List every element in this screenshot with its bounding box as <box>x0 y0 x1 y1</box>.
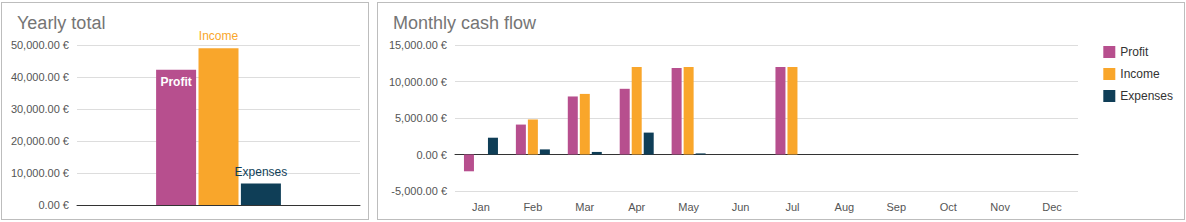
svg-text:-5,000.00 €: -5,000.00 € <box>391 185 447 197</box>
svg-text:Nov: Nov <box>990 201 1010 213</box>
svg-text:5,000.00 €: 5,000.00 € <box>395 112 447 124</box>
svg-text:Expenses: Expenses <box>235 165 288 179</box>
svg-text:Sep: Sep <box>887 201 907 213</box>
svg-text:0.00 €: 0.00 € <box>38 199 69 211</box>
svg-text:10,000.00 €: 10,000.00 € <box>389 76 447 88</box>
svg-text:Oct: Oct <box>940 201 957 213</box>
svg-text:Aug: Aug <box>835 201 855 213</box>
svg-text:Income: Income <box>1120 67 1160 81</box>
svg-text:Mar: Mar <box>575 201 594 213</box>
svg-text:20,000.00 €: 20,000.00 € <box>11 135 69 147</box>
svg-text:Jul: Jul <box>785 201 799 213</box>
svg-text:Profit: Profit <box>160 75 191 89</box>
svg-text:Expenses: Expenses <box>1120 89 1173 103</box>
svg-text:Jun: Jun <box>732 201 750 213</box>
svg-text:Income: Income <box>199 29 239 43</box>
svg-text:30,000.00 €: 30,000.00 € <box>11 103 69 115</box>
svg-text:0.00 €: 0.00 € <box>416 149 447 161</box>
svg-text:Monthly cash flow: Monthly cash flow <box>393 13 537 33</box>
svg-text:Apr: Apr <box>628 201 645 213</box>
svg-text:Feb: Feb <box>523 201 542 213</box>
svg-text:15,000.00 €: 15,000.00 € <box>389 39 447 51</box>
svg-text:Profit: Profit <box>1120 45 1149 59</box>
svg-text:Jan: Jan <box>472 201 490 213</box>
svg-text:May: May <box>678 201 699 213</box>
svg-text:10,000.00 €: 10,000.00 € <box>11 167 69 179</box>
svg-text:40,000.00 €: 40,000.00 € <box>11 71 69 83</box>
svg-text:50,000.00 €: 50,000.00 € <box>11 39 69 51</box>
svg-text:Dec: Dec <box>1042 201 1062 213</box>
svg-text:Yearly total: Yearly total <box>17 13 105 33</box>
